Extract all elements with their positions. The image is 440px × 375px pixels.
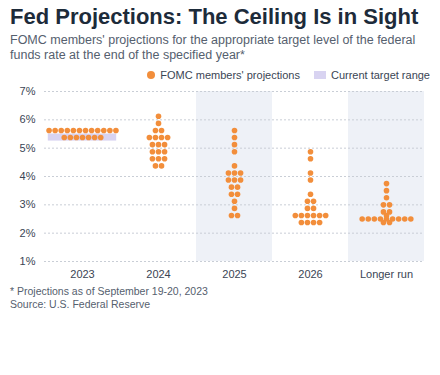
html-text:Fed Projections: The Ceiling I: Fed Projections: The Ceiling Is in Sight	[10, 4, 419, 29]
svg-text:6%: 6%	[20, 113, 36, 125]
svg-text:2024: 2024	[146, 268, 170, 280]
html-text:Source: U.S. Federal Reserve: Source: U.S. Federal Reserve	[10, 298, 151, 310]
svg-text:4%: 4%	[20, 170, 36, 182]
svg-text:2026: 2026	[298, 268, 322, 280]
html-text:FOMC members' projections for: FOMC members' projections for the approp…	[10, 33, 416, 62]
html-text:* Projections as of September: * Projections as of September 19-20, 202…	[10, 285, 208, 297]
html-text:FOMC members' projections: FOMC members' projections	[160, 69, 300, 81]
svg-text:2%: 2%	[20, 227, 36, 239]
svg-text:2023: 2023	[70, 268, 94, 280]
html-text:Current target range: Current target range	[330, 69, 430, 81]
svg-text:7%: 7%	[20, 85, 36, 97]
svg-text:Longer run: Longer run	[360, 268, 413, 280]
svg-text:3%: 3%	[20, 198, 36, 210]
svg-text:1%: 1%	[20, 255, 36, 267]
svg-text:5%: 5%	[20, 142, 36, 154]
svg-text:2025: 2025	[222, 268, 246, 280]
